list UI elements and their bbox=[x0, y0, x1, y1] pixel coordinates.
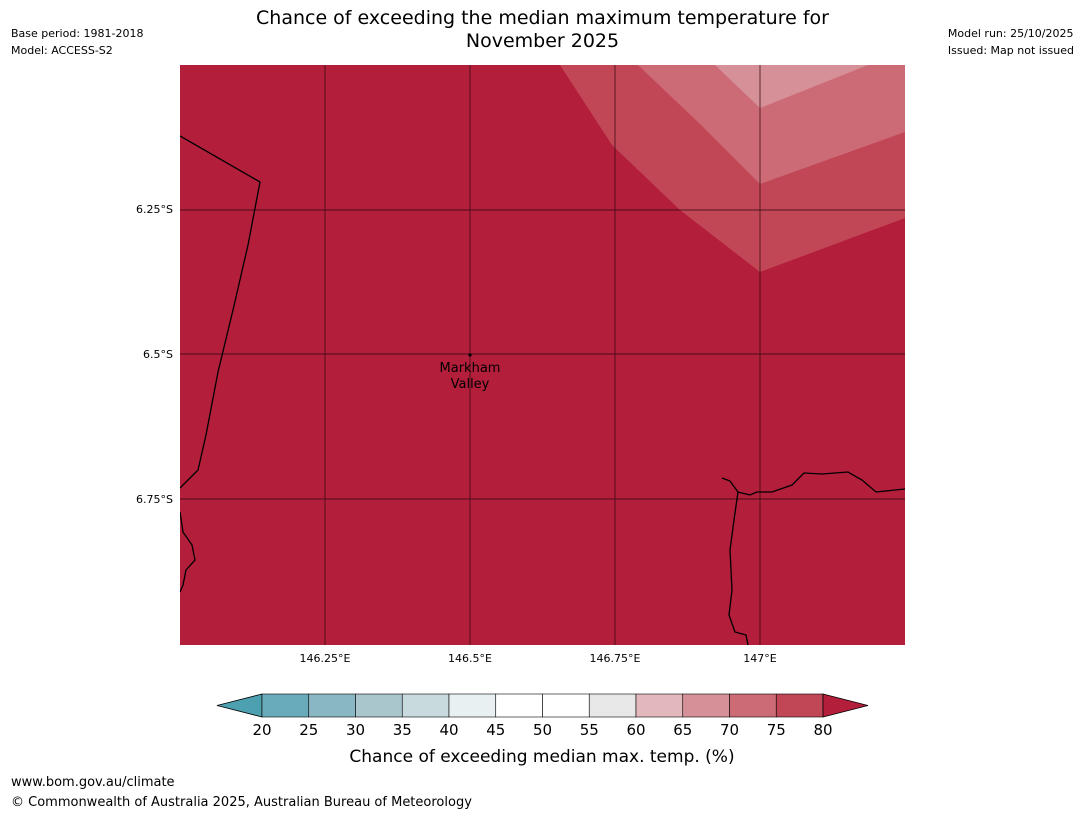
coastline-southwest bbox=[180, 511, 196, 593]
issued-text: Issued: Map not issued bbox=[947, 44, 1074, 57]
boundary-line-west bbox=[180, 135, 261, 489]
colorbar-segment bbox=[729, 693, 777, 718]
colorbar-segment bbox=[495, 693, 543, 718]
colorbar-over-arrow bbox=[822, 693, 869, 718]
colorbar-tick-label: 60 bbox=[626, 721, 645, 739]
colorbar-tick-label: 30 bbox=[346, 721, 365, 739]
colorbar-segment bbox=[261, 693, 310, 718]
colorbar-segment bbox=[682, 693, 730, 718]
colorbar-tick-label: 35 bbox=[393, 721, 412, 739]
longitude-labels: 146.25°E 146.5°E 146.75°E 147°E bbox=[300, 652, 777, 665]
colorbar-segment bbox=[355, 693, 403, 718]
boundary-lines bbox=[180, 135, 905, 645]
colorbar-tick-label: 80 bbox=[813, 721, 832, 739]
map-area: Markham Valley bbox=[180, 65, 905, 645]
title-line-2: November 2025 bbox=[465, 30, 620, 52]
colorbar-tick-label: 55 bbox=[580, 721, 599, 739]
map-title: Chance of exceeding the median maximum t… bbox=[180, 7, 905, 53]
lat-label-6-25: 6.25°S bbox=[136, 203, 173, 216]
colorbar-under-arrow bbox=[216, 693, 263, 718]
base-period-text: Base period: 1981-2018 bbox=[11, 27, 144, 40]
probability-zone-65-70 bbox=[638, 65, 905, 184]
header-meta-right: Model run: 25/10/2025 Issued: Map not is… bbox=[948, 25, 1074, 59]
colorbar-tick-label: 70 bbox=[720, 721, 739, 739]
lat-label-6-75: 6.75°S bbox=[136, 493, 173, 506]
latitude-labels: 6.25°S 6.5°S 6.75°S bbox=[136, 203, 173, 506]
colorbar-tick-label: 20 bbox=[252, 721, 271, 739]
colorbar-tick-label: 45 bbox=[486, 721, 505, 739]
graticule bbox=[180, 65, 905, 645]
colorbar-tick-label: 65 bbox=[673, 721, 692, 739]
colorbar-segment bbox=[542, 693, 590, 718]
lon-label-146-5: 146.5°E bbox=[448, 652, 492, 665]
colorbar: 20 25 30 35 40 45 50 55 60 65 70 75 80 Chance of exc… bbox=[216, 693, 869, 767]
model-run-text: Model run: 25/10/2025 bbox=[947, 27, 1074, 40]
colorbar-tick-label: 50 bbox=[533, 721, 552, 739]
colorbar-segment bbox=[308, 693, 356, 718]
colorbar-segment bbox=[588, 693, 637, 718]
place-marker bbox=[468, 353, 472, 357]
lat-label-6-5: 6.5°S bbox=[143, 348, 173, 361]
colorbar-segment bbox=[635, 693, 684, 718]
place-markham-valley: Markham Valley bbox=[440, 353, 501, 392]
colorbar-segment bbox=[775, 693, 824, 718]
colorbar-tick-label: 40 bbox=[439, 721, 458, 739]
colorbar-segments bbox=[261, 693, 824, 718]
lon-label-146-25: 146.25°E bbox=[300, 652, 351, 665]
footer-copyright: © Commonwealth of Australia 2025, Austra… bbox=[11, 795, 472, 810]
colorbar-tick-labels: 20 25 30 35 40 45 50 55 60 65 70 75 80 bbox=[252, 721, 832, 739]
lon-label-147: 147°E bbox=[743, 652, 776, 665]
footer-url: www.bom.gov.au/climate bbox=[11, 775, 175, 790]
model-text: Model: ACCESS-S2 bbox=[11, 44, 113, 57]
lon-label-146-75: 146.75°E bbox=[590, 652, 641, 665]
colorbar-title: Chance of exceeding median max. temp. (%… bbox=[349, 747, 734, 767]
place-label-line-1: Markham bbox=[440, 361, 501, 376]
probability-zone-60-65 bbox=[715, 65, 868, 108]
coastline-river-southeast bbox=[728, 491, 749, 645]
place-label-line-2: Valley bbox=[451, 377, 490, 392]
colorbar-segment bbox=[448, 693, 497, 718]
colorbar-segment bbox=[401, 693, 450, 718]
colorbar-tick-label: 25 bbox=[299, 721, 318, 739]
colorbar-tick-label: 75 bbox=[767, 721, 786, 739]
header-meta-left: Base period: 1981-2018 Model: ACCESS-S2 bbox=[11, 25, 143, 59]
title-line-1: Chance of exceeding the median maximum t… bbox=[256, 7, 829, 29]
